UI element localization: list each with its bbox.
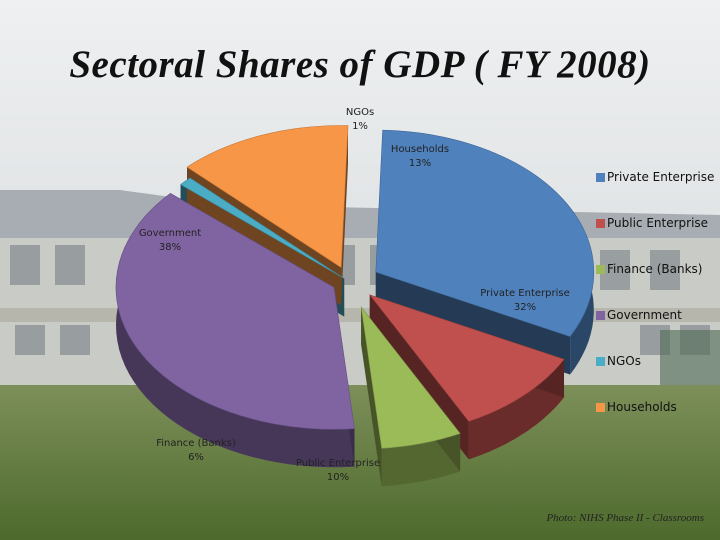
pie-chart <box>115 125 595 487</box>
data-label-value-finance-banks: 6% <box>188 452 204 463</box>
data-label-category-finance-banks: Finance (Banks) <box>156 438 236 449</box>
legend-swatch-public-enterprise <box>596 219 605 228</box>
legend-label-private-enterprise: Private Enterprise <box>607 170 715 184</box>
pie-slice-tops <box>115 125 595 449</box>
data-label-category-ngos: NGOs <box>346 107 374 118</box>
legend-label-households: Households <box>607 400 677 414</box>
legend-label-finance-banks: Finance (Banks) <box>607 262 703 276</box>
legend-swatch-government <box>596 311 605 320</box>
legend-label-government: Government <box>607 308 682 322</box>
data-label-category-private-enterprise: Private Enterprise <box>480 288 569 299</box>
data-label-category-public-enterprise: Public Enterprise <box>296 458 380 469</box>
slide-title: Sectoral Shares of GDP ( FY 2008) <box>69 43 651 86</box>
pie-slice-public-enterprise <box>368 294 565 422</box>
legend-label-ngos: NGOs <box>607 354 641 368</box>
legend-swatch-finance-banks <box>596 265 605 274</box>
data-label-value-public-enterprise: 10% <box>327 472 349 483</box>
data-label-value-households: 13% <box>409 158 431 169</box>
pie-slice-finance-banks <box>360 305 461 449</box>
pie-wall-finance-banks-1 <box>361 306 382 487</box>
pie-slice-ngos <box>180 177 345 279</box>
data-label-value-ngos: 1% <box>352 121 368 132</box>
pie-slice-households <box>186 125 349 269</box>
legend-swatch-ngos <box>596 357 605 366</box>
data-label-category-households: Households <box>391 144 449 155</box>
data-label-value-private-enterprise: 32% <box>514 302 536 313</box>
data-label-category-government: Government <box>139 228 201 239</box>
legend-swatch-private-enterprise <box>596 173 605 182</box>
pie-data-labels: Private Enterprise 32% Public Enterprise 10… <box>139 107 570 483</box>
pie-slice-government <box>115 193 355 430</box>
legend-label-public-enterprise: Public Enterprise <box>607 216 709 230</box>
pie-slice-private-enterprise <box>375 129 595 337</box>
data-label-value-government: 38% <box>159 242 181 253</box>
legend-swatch-households <box>596 403 605 412</box>
pie-side-government <box>116 193 355 468</box>
pie-wall-households-1 <box>341 125 349 306</box>
photo-credit: Photo: NIHS Phase II - Classrooms <box>546 512 704 524</box>
